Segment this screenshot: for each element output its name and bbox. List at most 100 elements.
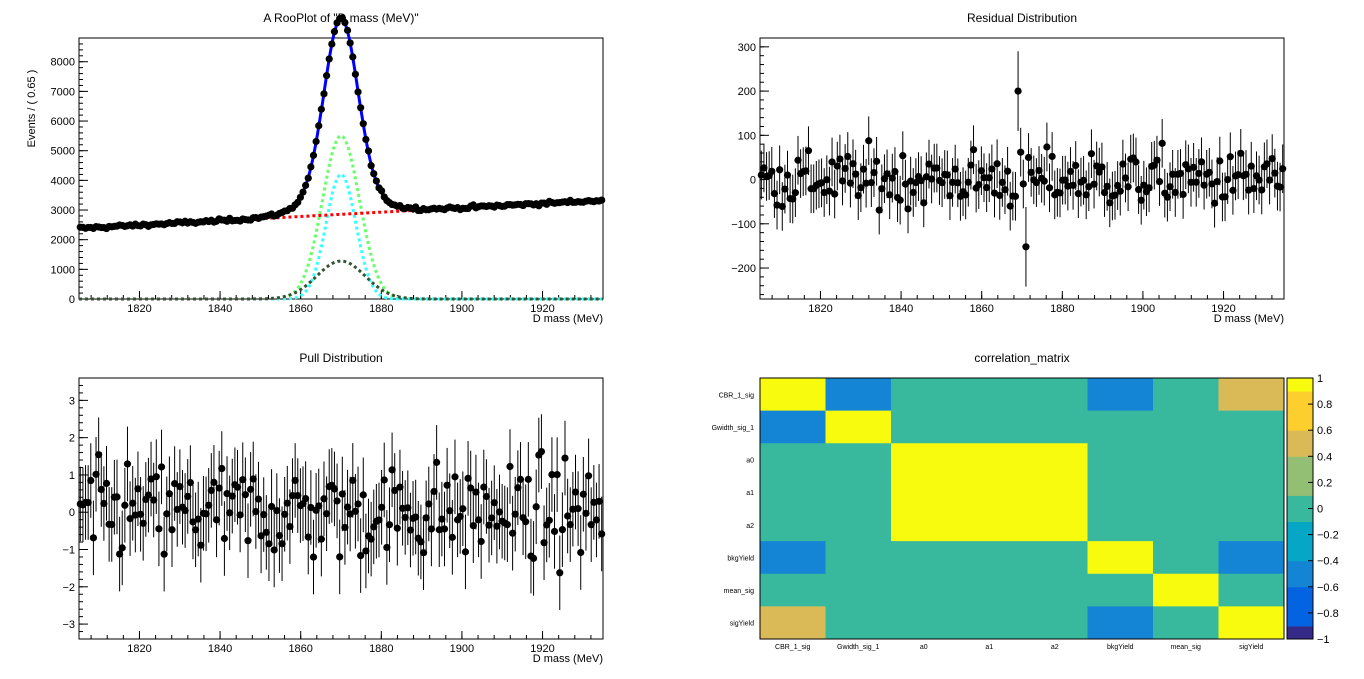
heatmap-cell: [1087, 541, 1154, 575]
heatmap-cell: [1218, 573, 1285, 607]
data-point: [372, 177, 380, 185]
pull-point: [514, 484, 522, 492]
pull-point: [427, 525, 435, 533]
residual-point: [1006, 202, 1014, 210]
pull-point: [516, 475, 525, 483]
heatmap-cell: [956, 606, 1023, 640]
residual-point: [1265, 176, 1274, 184]
heatmap-cell: [1153, 541, 1219, 575]
heatmap-cell: [1022, 475, 1088, 509]
residual-point: [925, 160, 933, 168]
pull-point: [582, 509, 590, 517]
row-label: bkgYield: [727, 555, 754, 562]
pull-point: [401, 513, 409, 522]
residual-point: [1197, 158, 1206, 166]
residual-point: [988, 165, 996, 173]
data-point: [349, 53, 357, 61]
residual-point: [1082, 191, 1090, 199]
pull-point: [522, 518, 530, 526]
pull-point: [443, 481, 451, 489]
residual-point: [977, 167, 985, 175]
residual-point: [928, 175, 936, 183]
pull-point: [265, 540, 273, 548]
pull-point: [446, 507, 454, 515]
pull-point: [241, 491, 249, 499]
residual-point: [1213, 178, 1221, 186]
pull-point: [309, 553, 318, 561]
pull-point: [194, 515, 202, 523]
color-scale-label: −0.6: [1317, 582, 1339, 594]
data-point: [307, 163, 315, 171]
residual-point: [781, 185, 789, 193]
heatmap-cell: [1022, 378, 1088, 412]
pull-point: [451, 473, 459, 481]
y-tick-label: 1: [69, 470, 75, 482]
color-scale-label: −1: [1317, 634, 1330, 646]
row-label: a2: [746, 523, 754, 530]
pull-point: [275, 531, 284, 540]
pull-point: [144, 491, 153, 499]
pull-point: [322, 510, 331, 518]
pull-point: [92, 470, 100, 478]
residual-point: [870, 169, 878, 177]
pull-point: [247, 485, 255, 493]
heatmap-cell: [825, 475, 892, 509]
pull-point: [129, 499, 137, 507]
pull-point: [262, 528, 270, 536]
heatmap-cell: [1218, 410, 1285, 444]
y-tick-label: −1: [62, 545, 75, 557]
heatmap-cell: [760, 443, 826, 477]
residual-point: [967, 161, 975, 169]
column-label: a1: [985, 644, 993, 651]
heatmap-cell: [956, 443, 1023, 477]
data-point: [367, 162, 375, 170]
residual-point: [1271, 169, 1279, 177]
color-scale-bin: [1287, 430, 1313, 444]
pull-point: [270, 546, 278, 554]
residual-point: [828, 158, 836, 166]
pull-point: [191, 526, 200, 534]
pull-point: [139, 519, 147, 527]
heatmap-cell: [1022, 443, 1088, 477]
pull-point: [150, 496, 158, 504]
color-scale-bin: [1287, 586, 1313, 601]
residual-point: [770, 190, 779, 198]
pull-point: [333, 497, 341, 505]
pull-point: [553, 471, 561, 479]
residual-point: [904, 205, 912, 213]
pull-point: [359, 491, 367, 499]
residual-point: [1166, 183, 1174, 191]
residual-point: [980, 174, 988, 182]
pull-point: [210, 478, 218, 486]
color-scale-bin: [1287, 625, 1313, 640]
data-point: [328, 40, 336, 48]
pull-point: [540, 539, 548, 547]
x-tick-label: 1840: [208, 643, 232, 655]
heatmap-cell: [760, 410, 826, 444]
color-scale-label: 0.2: [1317, 477, 1332, 489]
pull-point: [351, 507, 360, 515]
pull-point: [362, 547, 370, 555]
heatmap-cell: [891, 606, 957, 640]
residual-point: [1019, 180, 1027, 188]
residual-point: [1163, 193, 1172, 201]
pull-point: [482, 492, 491, 501]
residual-point: [823, 176, 831, 184]
color-scale-bin: [1287, 495, 1313, 509]
data-point: [362, 135, 370, 144]
pull-point: [239, 476, 247, 484]
pull-point: [388, 466, 396, 474]
pull-point: [118, 544, 126, 552]
signal-curve: [79, 134, 603, 301]
residual-point: [1079, 176, 1088, 184]
residual-point: [1192, 178, 1200, 186]
residual-point: [969, 146, 978, 154]
pull-point: [564, 512, 572, 520]
pull-point: [419, 549, 428, 557]
chart-title: correlation_matrix: [974, 351, 1069, 365]
pull-point: [537, 447, 546, 456]
residual-point: [872, 157, 881, 165]
pull-point: [152, 473, 160, 481]
residual-point: [1087, 150, 1096, 158]
pull-point: [529, 554, 538, 562]
